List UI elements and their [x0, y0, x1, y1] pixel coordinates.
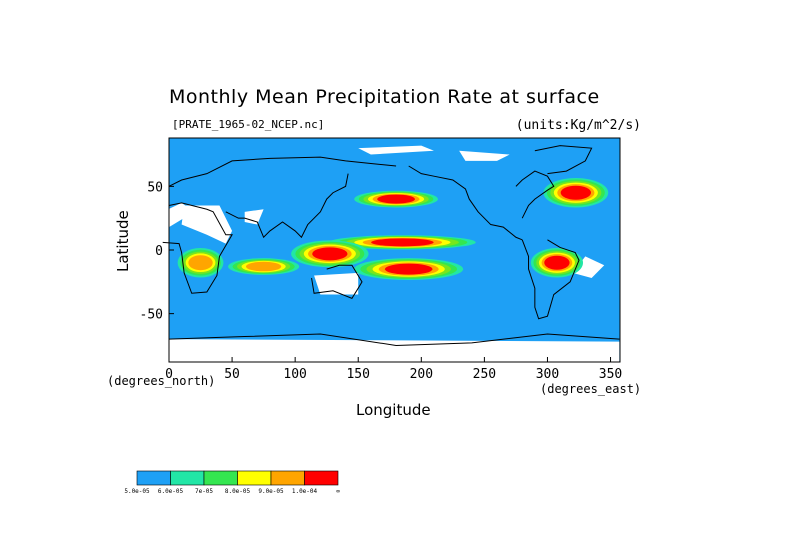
y-tick-label: 50	[147, 180, 163, 195]
dry-region-1	[244, 209, 264, 225]
coastline-1	[162, 202, 233, 294]
colorbar-label: 6.0e-05	[158, 488, 184, 495]
x-tick-label: 300	[536, 367, 559, 382]
colorbar-label: ∞	[336, 488, 340, 495]
coastline-5	[521, 239, 580, 320]
map-title: Monthly Mean Precipitation Rate at surfa…	[169, 86, 600, 108]
x-axis-label: Longitude	[356, 401, 431, 419]
x-tick-label: 100	[283, 367, 306, 382]
coastline-2	[225, 173, 349, 239]
dry-region-7	[358, 145, 434, 155]
precip-band-north-pacific-storm-track-level-6	[377, 194, 415, 204]
axis-ticks: 0 50 100 150 200 250 300 350 50 0 -50	[140, 180, 623, 382]
units-label: (units:Kg/m^2/s)	[515, 118, 641, 133]
colorbar-swatch	[136, 470, 171, 486]
x-tick-label: 200	[410, 367, 433, 382]
precip-band-north-atlantic-level-6	[560, 185, 591, 200]
colorbar-label: 1.0e-04	[292, 488, 318, 495]
x-tick-label: 50	[224, 367, 240, 382]
dry-land-regions	[162, 145, 620, 362]
precip-band-itcz-pacific-level-6	[371, 238, 434, 247]
precip-band-africa-s-level-5	[188, 255, 213, 271]
coastlines	[162, 145, 620, 346]
dry-region-0	[181, 205, 233, 244]
colorbar: 5.0e-05 6.0e-05 7e-05 8.0e-05 9.0e-05 1.0e-04…	[124, 470, 340, 495]
colorbar-swatch	[270, 470, 305, 486]
coastline-8	[534, 145, 593, 175]
colorbar-label: 8.0e-05	[225, 488, 251, 495]
x-tick-label: 350	[599, 367, 622, 382]
colorbar-label: 5.0e-05	[124, 488, 150, 495]
file-label: [PRATE_1965-02_NCEP.nc]	[172, 118, 325, 131]
dry-region-5	[459, 150, 510, 161]
x-tick-label: 250	[473, 367, 496, 382]
colorbar-swatch	[304, 470, 339, 486]
dry-region-3	[314, 272, 359, 295]
y-tick-label: -50	[140, 308, 163, 323]
y-tick-label: 0	[155, 244, 163, 259]
x-tick-label: 150	[346, 367, 369, 382]
precip-bands	[177, 178, 609, 280]
dry-region-2	[162, 202, 195, 228]
colorbar-label: 7e-05	[195, 488, 213, 495]
precip-band-indian-ocean-s-level-5	[245, 261, 282, 272]
precip-band-spcz-level-6	[384, 263, 433, 275]
precip-band-maritime-continent-level-6	[312, 247, 348, 261]
colorbar-label: 9.0e-05	[258, 488, 284, 495]
x-tick-label: 0	[165, 367, 173, 382]
colorbar-swatch	[237, 470, 272, 486]
colorbar-swatch	[170, 470, 205, 486]
colorbar-swatch	[203, 470, 238, 486]
coastline-0	[168, 156, 397, 187]
coastline-6	[515, 170, 555, 219]
x-units-label: (degrees_north)	[107, 374, 216, 388]
plot-area	[162, 137, 621, 363]
dry-region-6	[572, 256, 605, 278]
coastline-4	[408, 165, 523, 241]
coastline-3	[311, 264, 363, 299]
coastline-7	[168, 333, 620, 346]
dry-region-4	[169, 339, 620, 362]
x-units-label-east: (degrees_east)	[540, 382, 642, 396]
precip-band-amazon-level-6	[544, 255, 570, 270]
